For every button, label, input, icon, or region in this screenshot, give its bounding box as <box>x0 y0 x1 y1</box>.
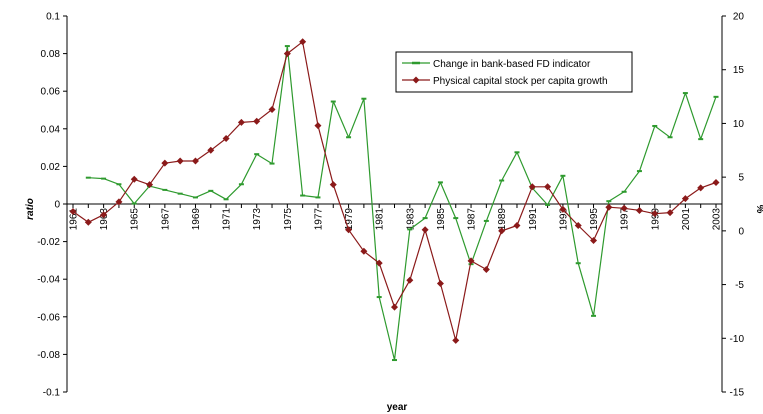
data-point-capital-stock <box>115 198 123 206</box>
data-point-capital-stock <box>436 279 444 287</box>
series-layer <box>69 38 720 362</box>
axes-layer: 0.1 0.08 0.06 0.04 0.02 0 -0.02 -0.04 -0.06 -0.08… <box>37 12 744 399</box>
data-point-capital-stock <box>161 159 169 167</box>
data-point-capital-stock <box>498 227 506 235</box>
y2-tick-label: -10 <box>730 334 745 345</box>
data-point-capital-stock <box>697 184 705 192</box>
x-tick-label: 1965 <box>130 208 141 231</box>
x-tick-label: 1995 <box>589 208 600 231</box>
y-tick-label: 0.04 <box>41 124 61 135</box>
data-point-capital-stock <box>299 38 307 46</box>
data-point-capital-stock <box>84 218 92 226</box>
y2-axis-title: % <box>754 205 763 214</box>
data-point-capital-stock <box>590 237 598 245</box>
legend-marker-capital-stock <box>412 76 420 84</box>
y-tick-label: 0.02 <box>41 162 61 173</box>
data-point-capital-stock <box>253 117 261 125</box>
data-point-capital-stock <box>268 105 276 113</box>
x-tick-label: 1985 <box>436 208 447 231</box>
y2-tick-label: -5 <box>735 280 744 291</box>
y-axis-title: ratio <box>25 198 36 220</box>
data-point-capital-stock <box>222 134 230 142</box>
x-tick-label: 1999 <box>650 208 661 231</box>
x-tick-label: 1975 <box>283 208 294 231</box>
data-point-capital-stock <box>482 266 490 274</box>
y-tick-label: -0.02 <box>37 237 60 248</box>
data-point-capital-stock <box>283 50 291 58</box>
data-point-capital-stock <box>130 175 138 183</box>
data-point-capital-stock <box>681 195 689 203</box>
data-point-capital-stock <box>651 210 659 218</box>
x-tick-label: 2003 <box>712 208 723 231</box>
x-tick-label: 1993 <box>558 208 569 231</box>
y-tick-label: -0.04 <box>37 275 60 286</box>
data-point-capital-stock <box>176 157 184 165</box>
legend-label-capital-stock: Physical capital stock per capita growth <box>433 76 608 87</box>
data-point-capital-stock <box>375 259 383 267</box>
y-tick-label: -0.1 <box>43 388 61 399</box>
x-tick-label: 1989 <box>497 208 508 231</box>
data-point-capital-stock <box>237 118 245 126</box>
y-tick-label: 0.1 <box>46 12 60 23</box>
data-point-capital-stock <box>559 205 567 213</box>
data-point-capital-stock <box>391 303 398 311</box>
x-tick-label: 1973 <box>252 208 263 231</box>
data-point-capital-stock <box>452 336 460 344</box>
data-point-capital-stock <box>329 181 337 189</box>
data-point-capital-stock <box>544 183 552 191</box>
x-tick-label: 1981 <box>375 208 386 231</box>
y2-tick-label: 20 <box>733 12 745 23</box>
data-point-capital-stock <box>314 122 322 130</box>
x-tick-label: 1991 <box>528 208 539 231</box>
x-tick-label: 1963 <box>99 208 110 231</box>
data-point-capital-stock <box>345 226 353 234</box>
x-tick-label: 1983 <box>405 208 416 231</box>
y-tick-label: 0.08 <box>41 49 61 60</box>
x-tick-label: 1971 <box>222 208 233 231</box>
y2-tick-label: 10 <box>733 119 745 130</box>
y2-tick-label: -15 <box>730 388 745 399</box>
data-point-capital-stock <box>100 211 108 219</box>
data-point-capital-stock <box>146 181 154 189</box>
data-point-capital-stock <box>69 208 77 216</box>
x-tick-label: 1967 <box>160 208 171 231</box>
y2-tick-label: 0 <box>738 226 744 237</box>
data-point-capital-stock <box>467 257 475 265</box>
data-point-capital-stock <box>360 247 368 255</box>
data-point-capital-stock <box>712 179 720 187</box>
data-point-capital-stock <box>635 206 643 214</box>
legend-label-bank-fd: Change in bank-based FD indicator <box>433 59 591 70</box>
y2-tick-label: 5 <box>738 173 744 184</box>
x-tick-label: 1969 <box>191 208 202 231</box>
x-tick-label: 1997 <box>620 208 631 231</box>
data-point-capital-stock <box>605 203 613 211</box>
x-tick-label: 2001 <box>681 208 692 231</box>
data-point-capital-stock <box>406 276 414 284</box>
data-point-capital-stock <box>620 204 628 212</box>
data-point-capital-stock <box>191 157 199 165</box>
y-tick-label: -0.08 <box>37 350 60 361</box>
data-point-capital-stock <box>666 209 674 217</box>
legend: Change in bank-based FD indicator Physic… <box>395 51 633 93</box>
legend-box <box>395 51 633 93</box>
data-point-capital-stock <box>528 183 536 191</box>
data-point-capital-stock <box>574 221 582 229</box>
y2-tick-label: 15 <box>733 65 745 76</box>
x-tick-label: 1987 <box>467 208 478 231</box>
x-axis-title: year <box>387 402 408 413</box>
x-tick-label: 1979 <box>344 208 355 231</box>
y-tick-label: 0.06 <box>41 87 61 98</box>
data-point-capital-stock <box>421 226 429 234</box>
y-tick-label: 0 <box>54 200 60 211</box>
data-point-capital-stock <box>513 221 521 229</box>
data-point-capital-stock <box>207 146 215 154</box>
x-tick-label: 1961 <box>69 208 80 231</box>
x-tick-label: 1977 <box>313 208 324 231</box>
y-tick-label: -0.06 <box>37 312 60 323</box>
